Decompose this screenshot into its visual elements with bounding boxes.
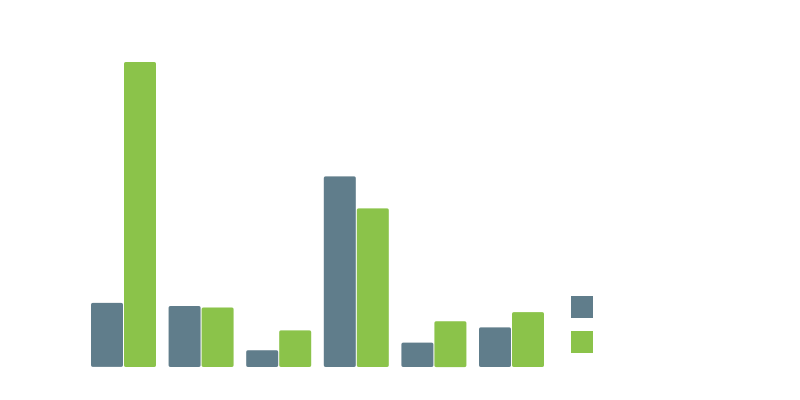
legend-swatch-2	[571, 331, 593, 353]
bar-series-1-group-2[interactable]	[168, 306, 201, 367]
bar-group-2	[168, 306, 234, 368]
legend-item-1[interactable]	[571, 296, 593, 318]
legend-swatch-1	[571, 296, 593, 318]
bar-series-2-group-5[interactable]	[434, 321, 467, 368]
legend-item-2[interactable]	[571, 331, 593, 353]
bar-group-1	[91, 62, 156, 367]
bar-group-4	[323, 176, 389, 367]
bar-series-1-group-4[interactable]	[323, 176, 356, 367]
bar-series-1-group-3[interactable]	[246, 350, 279, 367]
bar-series-1-group-1[interactable]	[91, 302, 123, 367]
legend	[571, 296, 593, 353]
bar-series-2-group-3[interactable]	[279, 330, 312, 367]
bar-group-6	[479, 312, 544, 367]
bar-group-5	[401, 321, 467, 368]
bar-series-2-group-4[interactable]	[356, 208, 389, 367]
plot-area	[91, 62, 544, 368]
bar-series-1-group-5[interactable]	[401, 342, 434, 367]
bar-series-2-group-1[interactable]	[124, 62, 156, 367]
bar-series-2-group-2[interactable]	[201, 307, 234, 368]
bar-series-2-group-6[interactable]	[512, 312, 544, 367]
bar-group-3	[246, 330, 312, 367]
bar-series-1-group-6[interactable]	[479, 327, 511, 367]
